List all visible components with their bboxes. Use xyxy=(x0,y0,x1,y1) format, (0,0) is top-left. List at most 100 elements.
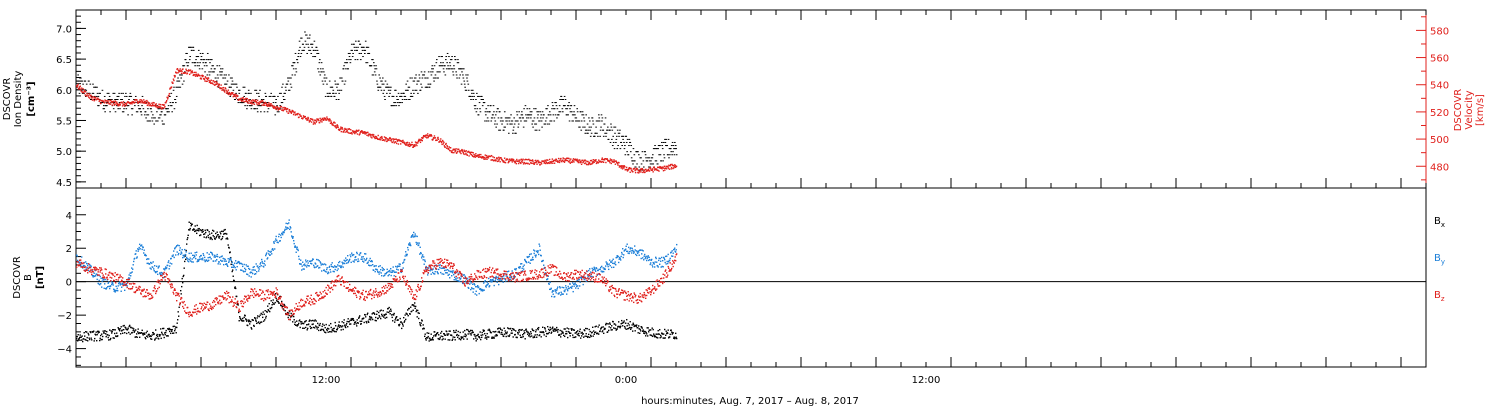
velocity-point xyxy=(463,149,465,151)
density-point xyxy=(514,120,517,122)
velocity-point xyxy=(332,124,334,127)
by-point xyxy=(86,267,88,269)
velocity-point xyxy=(155,103,158,105)
by-point xyxy=(283,231,285,233)
field-tick-label: −4 xyxy=(57,345,72,356)
by-point xyxy=(393,275,395,277)
by-point xyxy=(556,287,558,290)
velocity-point xyxy=(614,163,617,165)
velocity-point xyxy=(532,160,534,162)
density-point xyxy=(544,120,547,122)
velocity-point xyxy=(673,166,675,168)
bx-point xyxy=(460,336,462,338)
by-point xyxy=(161,274,163,276)
by-point xyxy=(574,283,576,285)
density-point xyxy=(125,92,127,94)
bx-point xyxy=(549,329,551,332)
density-point xyxy=(421,86,423,88)
by-point xyxy=(363,261,365,263)
density-point xyxy=(424,86,427,88)
bx-point xyxy=(574,332,576,334)
bx-point xyxy=(192,229,194,231)
by-point xyxy=(293,242,295,245)
velocity-point xyxy=(187,70,189,72)
by-point xyxy=(268,250,270,253)
velocity-point xyxy=(175,72,178,74)
bx-point xyxy=(404,314,406,316)
by-point xyxy=(547,278,549,280)
velocity-point xyxy=(555,158,558,161)
velocity-point xyxy=(646,170,648,173)
density-point xyxy=(413,80,416,82)
density-point xyxy=(142,108,145,110)
velocity-point xyxy=(258,103,261,105)
by-point xyxy=(397,269,399,271)
density-point xyxy=(114,111,117,113)
bx-point xyxy=(532,329,534,331)
velocity-point xyxy=(372,133,374,136)
bx-point xyxy=(342,328,344,331)
by-point xyxy=(111,281,113,284)
velocity-point xyxy=(393,142,396,144)
bx-point xyxy=(645,335,647,337)
by-point xyxy=(174,248,176,250)
bx-point xyxy=(316,326,318,328)
velocity-point xyxy=(667,167,670,169)
bx-point xyxy=(314,327,316,329)
by-point xyxy=(246,265,248,268)
bx-point xyxy=(529,334,531,336)
bx-point xyxy=(495,330,497,333)
bx-point xyxy=(357,322,359,324)
bx-point xyxy=(471,329,473,332)
velocity-point xyxy=(610,162,612,165)
velocity-point xyxy=(640,168,643,171)
velocity-point xyxy=(110,99,112,102)
by-point xyxy=(181,252,183,254)
density-point xyxy=(161,120,164,122)
velocity-point xyxy=(485,154,488,157)
density-point xyxy=(84,80,87,82)
by-point xyxy=(449,277,451,279)
density-point xyxy=(393,105,396,107)
bx-point xyxy=(476,335,478,337)
by-point xyxy=(455,279,457,281)
by-point xyxy=(326,268,328,271)
velocity-point xyxy=(652,168,654,170)
by-point xyxy=(117,289,119,292)
bx-point xyxy=(311,323,313,326)
bx-point xyxy=(204,229,206,232)
density-point xyxy=(521,114,524,116)
by-point xyxy=(381,266,383,269)
by-point xyxy=(545,274,547,276)
bx-point xyxy=(194,225,196,227)
density-point xyxy=(77,74,79,76)
density-point xyxy=(474,108,476,110)
velocity-point xyxy=(210,79,212,81)
bx-point xyxy=(196,232,198,235)
velocity-point xyxy=(317,118,320,120)
bx-point xyxy=(123,328,125,331)
bx-point xyxy=(530,332,532,335)
density-point xyxy=(287,80,290,82)
velocity-point xyxy=(508,161,510,163)
by-point xyxy=(487,283,489,285)
velocity-point xyxy=(327,118,329,120)
bx-point xyxy=(100,338,102,341)
velocity-point xyxy=(565,158,567,160)
bx-point xyxy=(527,333,529,335)
bx-point xyxy=(534,334,536,336)
by-point xyxy=(97,274,99,277)
density-point xyxy=(438,56,440,58)
by-point xyxy=(360,258,362,260)
velocity-point xyxy=(152,104,155,107)
density-point xyxy=(573,111,575,113)
by-point xyxy=(239,262,241,265)
by-point xyxy=(274,248,276,250)
bx-point xyxy=(227,238,229,240)
bx-point xyxy=(494,335,496,337)
density-point xyxy=(452,71,454,73)
density-point xyxy=(622,138,624,140)
bx-point xyxy=(557,331,559,333)
velocity-point xyxy=(484,158,486,160)
bx-point xyxy=(390,308,392,310)
